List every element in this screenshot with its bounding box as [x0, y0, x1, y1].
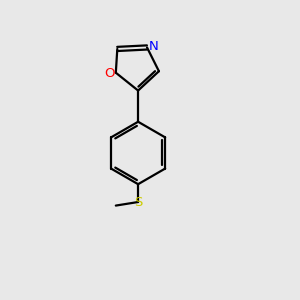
- Text: N: N: [149, 40, 158, 53]
- Text: S: S: [134, 196, 142, 208]
- Text: O: O: [104, 67, 115, 80]
